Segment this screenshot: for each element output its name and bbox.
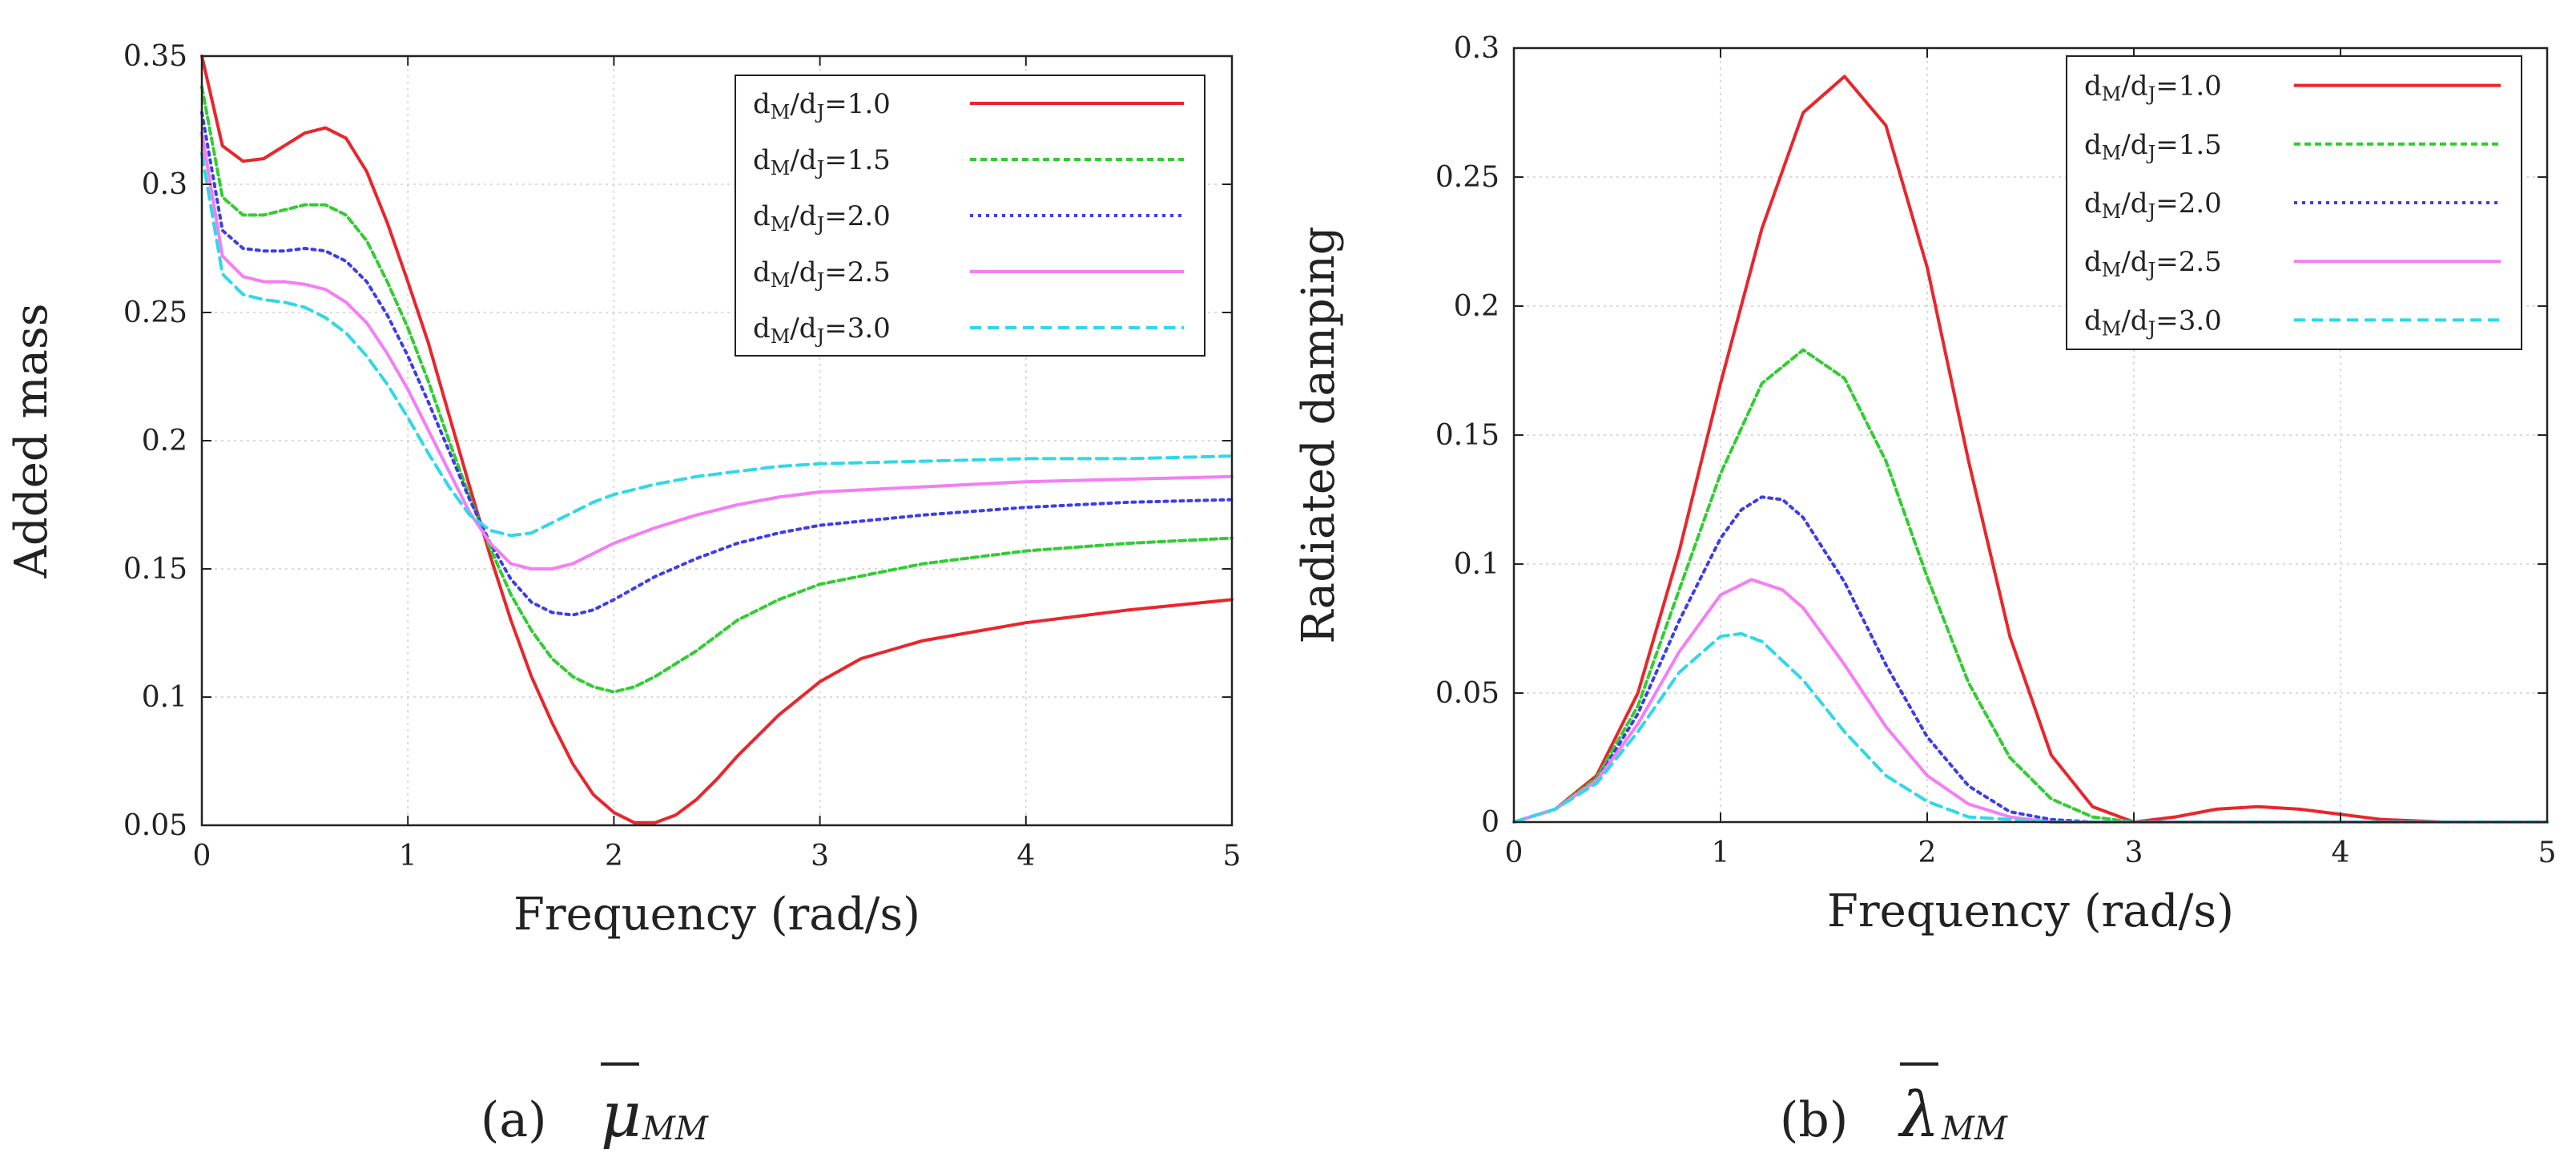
x-tick-label: 5 (1223, 840, 1242, 873)
x-tick-label: 3 (2125, 836, 2143, 869)
y-tick-label: 0.3 (142, 168, 187, 201)
x-tick-label: 4 (1016, 840, 1035, 873)
chart-panel-b: 0 1 2 3 4 5 0 0.05 0.1 0.15 0.2 0.25 0.3 dM/dJ=1.0 dM/… (1293, 32, 2556, 1151)
legend-label: dM/dJ=1.5 (753, 144, 891, 179)
y-tick-label: 0.1 (1454, 548, 1499, 581)
y-tick-label: 0.15 (1435, 419, 1499, 452)
y-tick-label: 0.2 (142, 425, 187, 458)
x-axis-title: Frequency (rad/s) (1827, 885, 2234, 937)
legend-label: dM/dJ=2.5 (2084, 246, 2222, 281)
y-tick-label: 0 (1481, 806, 1499, 839)
series-line (200, 111, 1234, 617)
legend-label: dM/dJ=3.0 (2084, 304, 2222, 340)
y-axis-title: Added mass (6, 304, 58, 579)
x-axis-title: Frequency (rad/s) (513, 889, 920, 941)
caption-subscript: MM (1941, 1111, 2008, 1147)
series-line (1512, 495, 2549, 824)
x-tick-label: 0 (1505, 836, 1523, 869)
series-line (1512, 578, 2549, 824)
x-tick-label: 5 (2538, 836, 2557, 869)
y-tick-label: 0.05 (1435, 677, 1499, 710)
caption-b: (b) λ MM (1780, 1062, 2008, 1151)
y-tick-label: 0.25 (123, 296, 187, 329)
y-tick-label: 0.15 (123, 553, 187, 586)
x-tick-label: 2 (1918, 836, 1937, 869)
legend-label: dM/dJ=2.5 (753, 256, 891, 292)
y-tick-label: 0.2 (1454, 290, 1499, 323)
y-tick-label: 0.1 (142, 681, 187, 714)
legend-label: dM/dJ=1.0 (2084, 71, 2222, 106)
y-tick-label: 0.05 (123, 809, 187, 842)
series-line (1512, 631, 2549, 824)
x-tick-label: 1 (1712, 836, 1730, 869)
legend-label: dM/dJ=3.0 (753, 312, 891, 348)
x-tick-label: 0 (193, 840, 211, 873)
caption-symbol: λ (1898, 1079, 1939, 1151)
caption-subscript: MM (642, 1111, 709, 1147)
legend-label: dM/dJ=1.0 (753, 88, 891, 123)
caption-symbol: μ (601, 1079, 642, 1151)
y-tick-label: 0.25 (1435, 161, 1499, 194)
legend-label: dM/dJ=1.5 (2084, 129, 2222, 164)
y-axis-title: Radiated damping (1293, 226, 1345, 643)
series-line (1512, 75, 2549, 824)
series-line (200, 131, 1234, 570)
series-line (200, 85, 1234, 694)
x-tick-label: 4 (2332, 836, 2350, 869)
caption-a: (a) μ MM (481, 1062, 709, 1151)
y-tick-label: 0.3 (1454, 32, 1499, 65)
legend-label: dM/dJ=2.0 (2084, 187, 2222, 223)
y-tick-label: 0.35 (123, 40, 187, 73)
legend-label: dM/dJ=2.0 (753, 200, 891, 236)
caption-label: (a) (481, 1092, 547, 1148)
chart-panel-a: 0 1 2 3 4 5 0.05 0.1 0.15 0.2 0.25 0.3 0.35 dM/dJ=1.0… (6, 40, 1241, 1151)
series-line (200, 151, 1234, 538)
x-tick-label: 2 (605, 840, 623, 873)
x-tick-label: 1 (399, 840, 417, 873)
x-tick-label: 3 (811, 840, 829, 873)
series-line (200, 54, 1234, 824)
caption-label: (b) (1780, 1092, 1848, 1148)
